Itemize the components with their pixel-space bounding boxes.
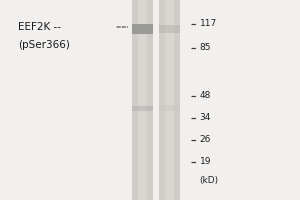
Text: EEF2K --: EEF2K -- xyxy=(18,22,61,32)
Text: 85: 85 xyxy=(200,44,211,52)
Bar xyxy=(165,0,174,200)
Text: 34: 34 xyxy=(200,114,211,122)
Text: (pSer366): (pSer366) xyxy=(18,40,70,50)
Bar xyxy=(138,0,147,200)
Bar xyxy=(159,0,180,200)
Text: (kD): (kD) xyxy=(200,176,219,186)
Text: 26: 26 xyxy=(200,136,211,144)
Bar xyxy=(159,25,180,32)
Text: 48: 48 xyxy=(200,92,211,100)
Bar xyxy=(159,105,180,111)
Bar xyxy=(132,106,153,110)
Bar xyxy=(132,0,153,200)
Bar xyxy=(132,24,153,33)
Text: 19: 19 xyxy=(200,158,211,166)
Text: 117: 117 xyxy=(200,20,217,28)
